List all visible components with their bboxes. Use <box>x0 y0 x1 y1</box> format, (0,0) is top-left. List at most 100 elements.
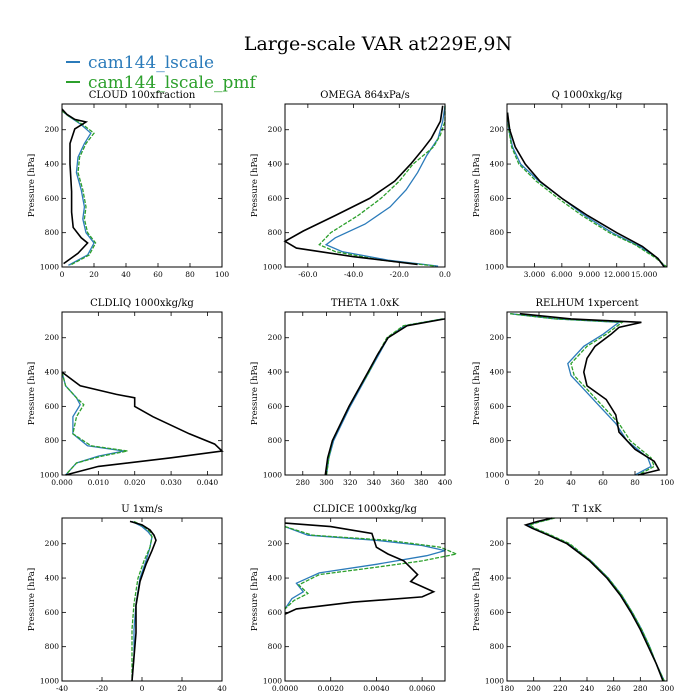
x-tick-label: -20 <box>96 684 108 693</box>
y-tick-label: 200 <box>45 539 60 548</box>
x-tick-label: 220 <box>553 684 568 693</box>
y-tick-label: 200 <box>268 333 283 342</box>
plot-frame <box>61 103 223 268</box>
y-axis-label: Pressure [hPa] <box>27 154 37 217</box>
x-tick-label: 80 <box>185 270 195 279</box>
x-tick-label: 0.0 <box>439 270 451 279</box>
x-tick-label: 0 <box>505 478 510 487</box>
y-axis-label: Pressure [hPa] <box>27 362 37 425</box>
x-tick-label: 240 <box>580 684 595 693</box>
x-tick-label: 340 <box>367 478 382 487</box>
y-tick-label: 400 <box>490 574 505 583</box>
series-line-cam144-lscale-pmf <box>131 520 153 681</box>
x-tick-label: 0.0020 <box>318 684 344 693</box>
panel-2: Q 1000xkg/kg 200 400 600 800 1000 3.000 6.000 9.… <box>472 90 668 279</box>
panel-title: CLOUD 100xfraction <box>89 90 196 101</box>
y-tick-label: 1000 <box>263 471 282 480</box>
series-line-black <box>324 318 446 476</box>
x-tick-label: 9.000 <box>579 270 601 279</box>
x-tick-label: 20 <box>534 478 544 487</box>
x-tick-label: 20 <box>177 684 187 693</box>
y-tick-label: 400 <box>45 368 60 377</box>
y-tick-label: 1000 <box>485 471 504 480</box>
series-line-cam144-lscale <box>61 371 124 476</box>
x-tick-label: 40 <box>217 684 227 693</box>
series-line-cam144-lscale-pmf <box>61 110 97 266</box>
panel-title: T 1xK <box>572 504 602 515</box>
y-axis-label: Pressure [hPa] <box>250 154 260 217</box>
series-line-cam144-lscale <box>131 520 153 682</box>
panel-title: CLDICE 1000xkg/kg <box>313 504 417 515</box>
x-tick-label: 0.030 <box>160 478 182 487</box>
series-line-cam144-lscale-pmf <box>528 517 665 682</box>
y-tick-label: 800 <box>268 228 283 237</box>
series-line-cam144-lscale <box>526 517 665 682</box>
x-tick-label: 300 <box>660 684 675 693</box>
x-tick-label: 200 <box>527 684 542 693</box>
y-tick-label: 1000 <box>485 677 504 686</box>
panel-title: U 1xm/s <box>121 504 163 515</box>
x-tick-label: 20 <box>89 270 99 279</box>
x-tick-label: 280 <box>296 478 311 487</box>
panel-title: OMEGA 864xPa/s <box>320 90 410 101</box>
panel-1: OMEGA 864xPa/s 200 400 600 800 1000 -60.0 -40.0… <box>250 90 451 279</box>
x-tick-label: 0.000 <box>51 478 73 487</box>
x-tick-label: 0.020 <box>124 478 146 487</box>
plot-frame <box>284 517 446 682</box>
series-line-black <box>61 108 89 265</box>
series-line-cam144-lscale-pmf <box>506 112 668 268</box>
x-tick-label: 0.0040 <box>363 684 389 693</box>
y-tick-label: 800 <box>268 642 283 651</box>
plot-frame <box>61 311 223 476</box>
series-line-cam144-lscale-pmf <box>510 313 656 476</box>
x-tick-label: 0.0060 <box>409 684 435 693</box>
y-tick-label: 600 <box>490 194 505 203</box>
x-tick-label: 3.000 <box>524 270 546 279</box>
series-line-black <box>284 522 436 615</box>
x-tick-label: 40 <box>566 478 576 487</box>
y-tick-label: 400 <box>490 368 505 377</box>
y-axis-label: Pressure [hPa] <box>472 568 482 631</box>
plot-frame <box>61 517 223 682</box>
legend-label-lscale: cam144_lscale <box>88 53 214 73</box>
x-tick-label: 0.040 <box>197 478 219 487</box>
x-tick-label: 180 <box>500 684 515 693</box>
y-tick-label: 600 <box>268 402 283 411</box>
x-tick-label: -20.0 <box>390 270 409 279</box>
panel-6: U 1xm/s 200 400 600 800 1000-40 -20 0 20 40 Pressu… <box>27 504 227 693</box>
x-tick-label: 100 <box>215 270 230 279</box>
plot-frame <box>506 103 668 268</box>
x-tick-label: 400 <box>438 478 453 487</box>
y-tick-label: 400 <box>490 160 505 169</box>
y-tick-label: 1000 <box>40 677 59 686</box>
series-line-black <box>519 312 661 476</box>
series-line-cam144-lscale-pmf <box>61 371 128 476</box>
y-tick-label: 800 <box>490 642 505 651</box>
legend: cam144_lscale cam144_lscale_pmf <box>66 53 258 93</box>
y-tick-label: 800 <box>268 436 283 445</box>
series-line-black <box>129 520 157 682</box>
y-tick-label: 600 <box>490 402 505 411</box>
y-tick-label: 600 <box>45 194 60 203</box>
x-tick-label: 12.000 <box>604 270 630 279</box>
x-tick-label: 40 <box>121 270 131 279</box>
panel-title: THETA 1.0xK <box>331 298 400 309</box>
panel-title: Q 1000xkg/kg <box>552 90 623 101</box>
y-tick-label: 1000 <box>263 677 282 686</box>
plot-frame <box>284 103 446 268</box>
y-tick-label: 200 <box>490 539 505 548</box>
y-tick-label: 1000 <box>263 263 282 272</box>
y-tick-label: 400 <box>268 160 283 169</box>
series-line-black <box>506 112 665 268</box>
y-tick-label: 1000 <box>40 263 59 272</box>
y-tick-label: 400 <box>45 574 60 583</box>
series-line-black <box>283 105 444 266</box>
y-tick-label: 800 <box>490 228 505 237</box>
y-tick-label: 1000 <box>40 471 59 480</box>
y-tick-label: 400 <box>268 368 283 377</box>
series-line-cam144-lscale-pmf <box>284 525 459 610</box>
